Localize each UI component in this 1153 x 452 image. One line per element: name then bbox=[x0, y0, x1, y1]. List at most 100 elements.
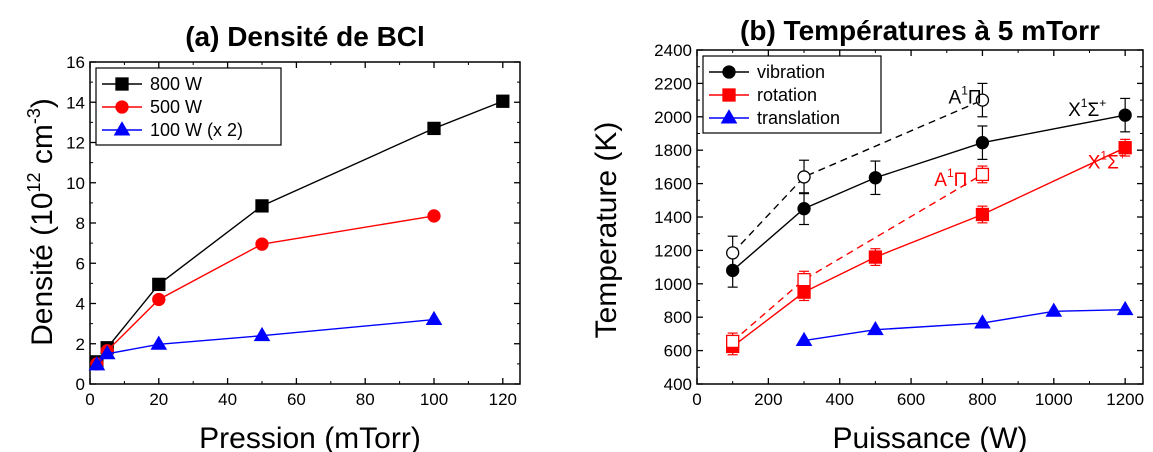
panel-b-series-1 bbox=[726, 138, 1132, 356]
panel-b-annotation-main: X bbox=[1068, 100, 1081, 121]
panel-a-point bbox=[427, 121, 441, 136]
panel-a-point bbox=[150, 335, 168, 350]
panel-b-annotation-tail: Σ bbox=[1107, 153, 1119, 174]
panel-b-annotation-tail-sup: + bbox=[1119, 149, 1126, 163]
panel-b-point bbox=[797, 170, 811, 184]
panel-a-point bbox=[425, 310, 443, 326]
panel-a-series-line bbox=[96, 215, 435, 365]
panel-b-ytick-label: 1200 bbox=[654, 241, 692, 260]
panel-a-ytick-label: 2 bbox=[76, 335, 85, 354]
panel-b-series-line bbox=[732, 147, 1126, 347]
panel-b-annotation-tail-sup: + bbox=[1099, 96, 1106, 110]
panel-a-point bbox=[88, 356, 106, 371]
panel-b-point bbox=[975, 207, 990, 222]
panel-b-xtick-label: 0 bbox=[692, 390, 701, 409]
panel-b-point bbox=[795, 331, 813, 347]
panel-b-series-3 bbox=[726, 82, 990, 271]
panel-b-point bbox=[868, 250, 883, 264]
panel-a-plot: 0 20 40 60 80 100 120 0 2 4 6 8 10 12 14 16 800 W 500 W 10… bbox=[66, 53, 521, 409]
panel-b-xtick-label: 200 bbox=[754, 390, 782, 409]
panel-a-xtick-label: 120 bbox=[489, 390, 517, 409]
panel-b-ytick-label: 2200 bbox=[654, 74, 692, 93]
panel-a-point bbox=[98, 345, 116, 360]
panel-b-point bbox=[797, 272, 811, 287]
panel-a-xtick-label: 100 bbox=[420, 390, 448, 409]
panel-b-ytick-label: 1000 bbox=[654, 275, 692, 294]
panel-a-point bbox=[496, 94, 510, 108]
panel-b-point bbox=[867, 320, 884, 336]
panel-b-annotation-sup: 1 bbox=[1100, 149, 1107, 163]
panel-b-annotation: A1Π bbox=[934, 166, 967, 191]
panel-b-xtick-label: 1000 bbox=[1035, 390, 1073, 409]
panel-a-ytick-label: 12 bbox=[66, 134, 85, 153]
panel-b-xtick-label: 800 bbox=[968, 390, 996, 409]
panel-b: (b) Températures à 5 mTorr 0 200 400 600 800… bbox=[590, 15, 1144, 452]
panel-b-annotation-main: X bbox=[1088, 153, 1101, 174]
panel-b-series-2 bbox=[795, 300, 1134, 347]
panel-a-title: (a) Densité de BCl bbox=[185, 21, 425, 52]
panel-b-ytick-label: 2400 bbox=[654, 41, 692, 60]
panel-b-point bbox=[975, 167, 990, 182]
panel-a-ytick-label: 6 bbox=[76, 254, 85, 273]
panel-b-point bbox=[974, 314, 991, 329]
panel-b-series-line bbox=[732, 114, 1126, 271]
panel-a-xtick-label: 20 bbox=[149, 390, 168, 409]
panel-b-legend-marker bbox=[722, 88, 736, 102]
panel-a-ytick-label: 0 bbox=[76, 375, 85, 394]
panel-a-ytick-label: 10 bbox=[66, 174, 85, 193]
panel-a-point bbox=[253, 326, 271, 342]
panel-b-ytick-label: 400 bbox=[664, 375, 692, 394]
panel-b-xlabel: Puissance (W) bbox=[832, 422, 1027, 452]
panel-b-annotation-sup: 1 bbox=[961, 83, 968, 97]
panel-b-series-line bbox=[732, 173, 983, 342]
panel-b-xtick-label: 1200 bbox=[1106, 390, 1144, 409]
panel-b-point bbox=[975, 93, 990, 107]
panel-b-legend-label: translation bbox=[757, 108, 840, 128]
panel-a-legend-marker bbox=[115, 77, 129, 91]
panel-b-point bbox=[1118, 108, 1132, 122]
panel-b-legend-marker bbox=[722, 65, 736, 79]
panel-b-ytick-label: 2000 bbox=[654, 108, 692, 127]
panel-b-xtick-label: 400 bbox=[826, 390, 854, 409]
panel-a-ytick-label: 16 bbox=[66, 53, 85, 72]
panel-a-legend-label: 800 W bbox=[150, 74, 202, 94]
panel-a-ytick-label: 4 bbox=[76, 295, 85, 314]
panel-b-title: (b) Températures à 5 mTorr bbox=[740, 15, 1100, 46]
panel-b-annotation-tail: Π bbox=[968, 87, 982, 108]
panel-b-ytick-label: 1600 bbox=[654, 175, 692, 194]
panel-b-annotation: A1Π bbox=[949, 83, 982, 108]
panel-b-series-line bbox=[803, 308, 1126, 342]
panel-a-ylabel-suffix: ) bbox=[26, 98, 59, 108]
panel-a-series-2 bbox=[88, 310, 443, 371]
panel-b-annotation-sup: 1 bbox=[1081, 96, 1088, 110]
panel-b-series-4 bbox=[726, 165, 990, 351]
panel-a-point bbox=[152, 292, 166, 307]
panel-a-ylabel: Densité (1012 cm-3) bbox=[24, 98, 59, 346]
panel-a-xlabel: Pression (mTorr) bbox=[199, 422, 421, 452]
panel-b-series-line bbox=[732, 99, 983, 254]
panel-a-ytick-label: 14 bbox=[66, 93, 85, 112]
panel-a-point bbox=[255, 199, 269, 213]
panel-b-point bbox=[1118, 141, 1132, 155]
panel-a: (a) Densité de BCl 0 20 40 60 80 100 120 0 2 4 6 8 1… bbox=[24, 21, 521, 452]
panel-a-ylabel-exp: 12 bbox=[24, 172, 44, 192]
panel-a-xtick-label: 0 bbox=[85, 390, 94, 409]
panel-a-ytick-label: 8 bbox=[76, 214, 85, 233]
panel-b-point bbox=[797, 201, 811, 216]
panel-a-series-1 bbox=[90, 209, 441, 371]
panel-b-annotation-main: A bbox=[934, 170, 947, 191]
panel-b-annotation-tail: Σ bbox=[1087, 100, 1099, 121]
panel-b-annotation-tail: Π bbox=[954, 170, 968, 191]
panel-b-legend-marker bbox=[720, 109, 738, 124]
panel-a-legend-marker bbox=[115, 100, 129, 114]
panel-a-xtick-label: 60 bbox=[287, 390, 306, 409]
panel-b-xtick-label: 600 bbox=[897, 390, 925, 409]
panel-b-point bbox=[1045, 302, 1063, 317]
panel-a-xtick-label: 40 bbox=[218, 390, 237, 409]
panel-b-annotation: X1Σ+ bbox=[1088, 149, 1126, 174]
panel-a-series-line bbox=[96, 318, 435, 366]
panel-a-ylabel-unit-exp: -3 bbox=[24, 108, 44, 124]
panel-b-ytick-label: 1400 bbox=[654, 208, 692, 227]
panel-a-legend-label: 100 W (x 2) bbox=[150, 120, 243, 140]
